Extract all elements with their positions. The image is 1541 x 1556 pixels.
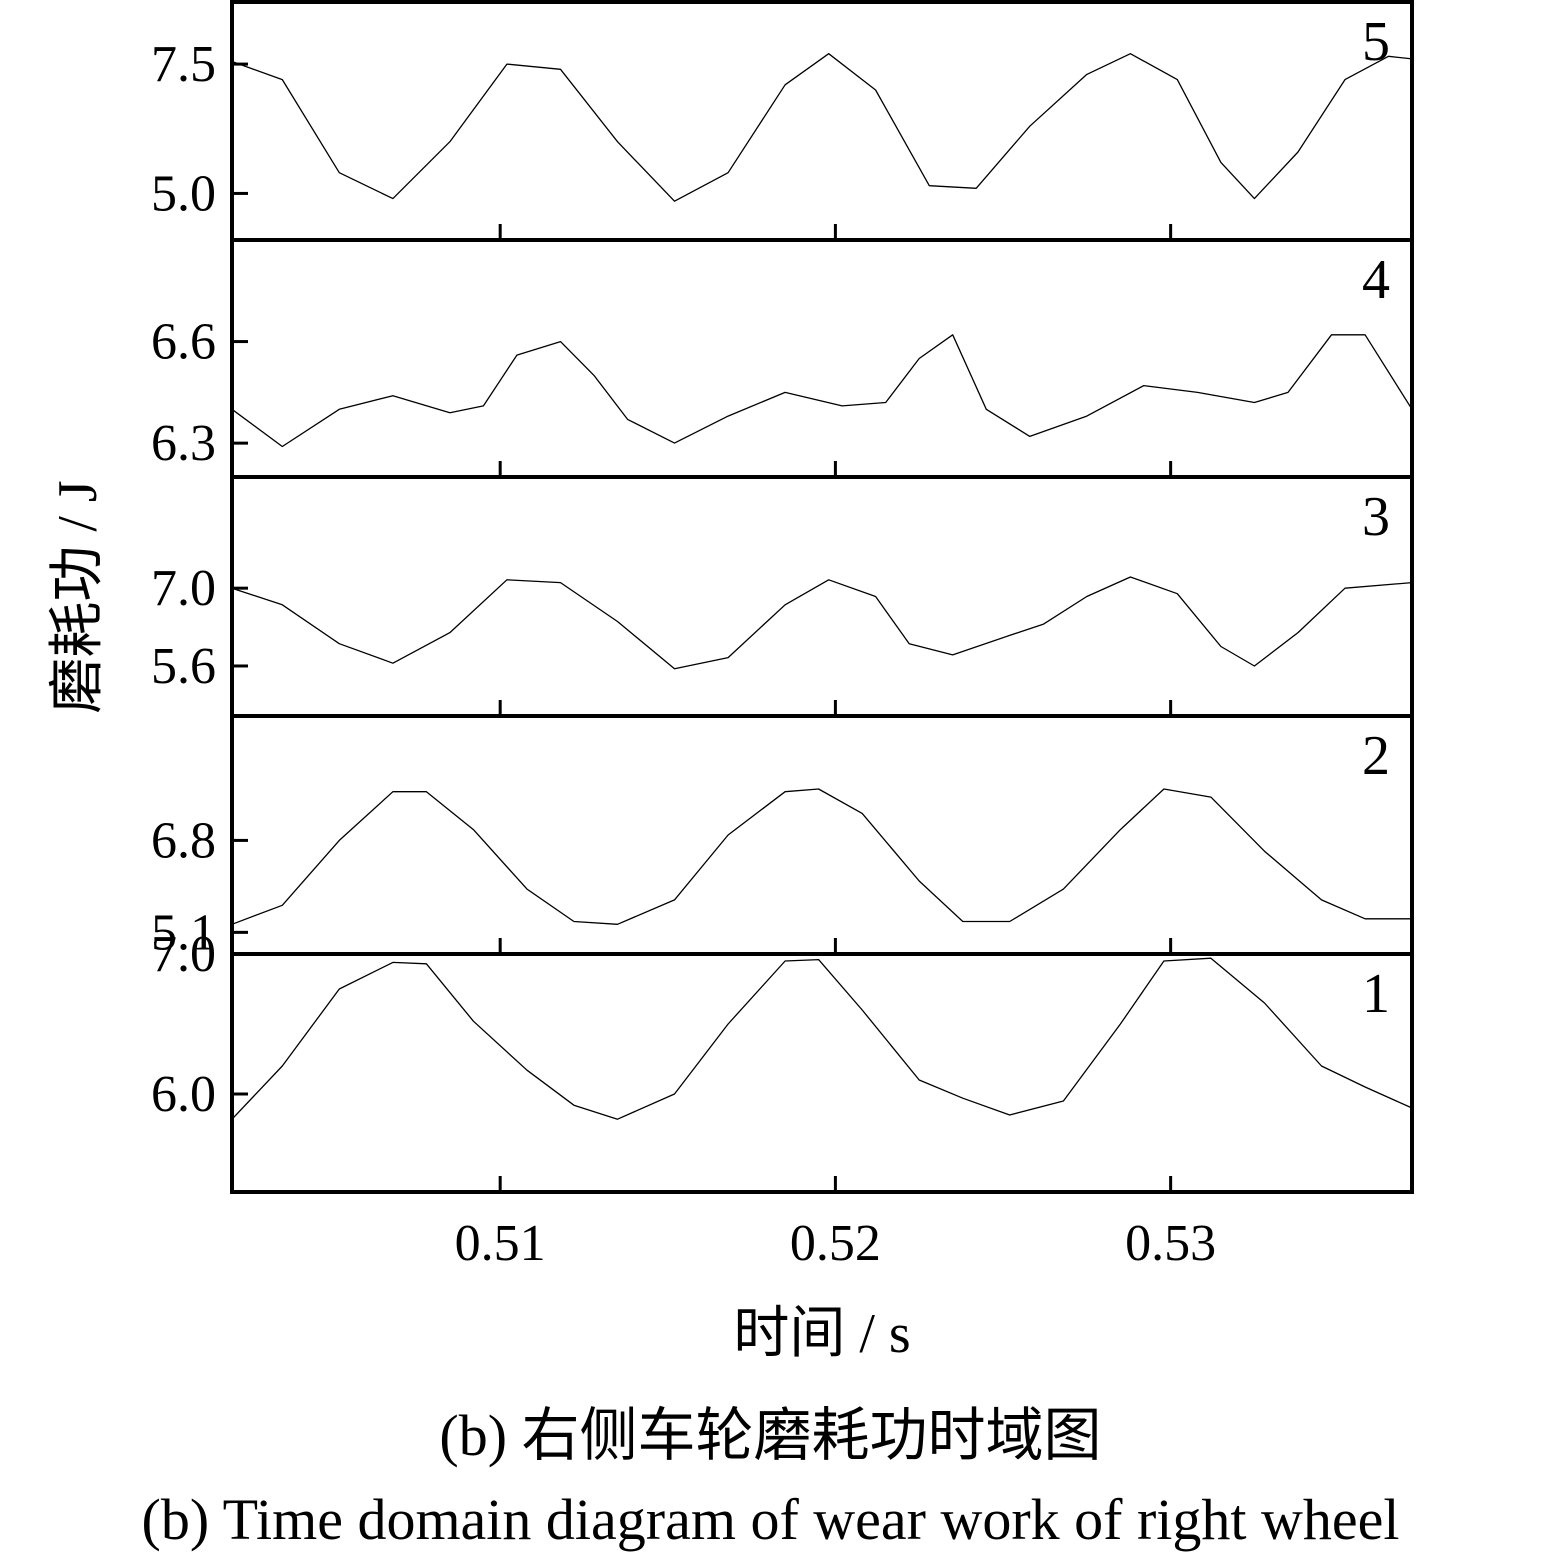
x-tick-label: 0.53 xyxy=(1125,1215,1216,1272)
series-line-panel-5 xyxy=(231,53,1413,202)
series-line-panel-4 xyxy=(231,334,1413,448)
y-tick-label: 5.0 xyxy=(151,165,216,222)
panel-frame-4 xyxy=(230,238,1414,479)
panel-frame-5 xyxy=(230,0,1414,242)
panel-label: 5 xyxy=(1362,11,1390,73)
panel-label: 2 xyxy=(1362,725,1390,787)
y-tick-label: 7.0 xyxy=(151,926,216,983)
series-line-panel-3 xyxy=(231,576,1413,670)
x-tick-label: 0.52 xyxy=(790,1215,881,1272)
y-tick-label: 6.8 xyxy=(151,812,216,869)
panel-label: 4 xyxy=(1362,249,1390,311)
y-tick-label: 5.6 xyxy=(151,638,216,695)
y-tick-label: 6.0 xyxy=(151,1066,216,1123)
y-tick-label: 7.5 xyxy=(151,36,216,93)
series-line-panel-1 xyxy=(231,957,1413,1120)
y-axis-label: 磨耗功 / J xyxy=(47,480,109,713)
y-tick-label: 5.1 xyxy=(151,904,216,961)
panel-label: 3 xyxy=(1362,486,1390,548)
y-tick-label: 6.6 xyxy=(151,314,216,371)
figure-caption-chinese: (b) 右侧车轮磨耗功时域图 xyxy=(439,1403,1102,1468)
y-tick-label: 7.0 xyxy=(151,560,216,617)
stacked-line-chart: 5.0 7.5 5 6.3 6.6 4 5.6 7.0 3 5.1 6.8 2 6.0 7.0 1 0.51 0… xyxy=(47,0,1414,1365)
panel-frame-2 xyxy=(230,714,1414,956)
figure-caption-english: (b) Time domain diagram of wear work of … xyxy=(141,1487,1400,1552)
panel-label: 1 xyxy=(1362,963,1390,1025)
x-tick-label: 0.51 xyxy=(455,1215,546,1272)
x-axis-label: 时间 / s xyxy=(733,1303,910,1365)
y-tick-label: 6.3 xyxy=(151,415,216,472)
panel-frame-1 xyxy=(230,952,1414,1194)
panel-frame-3 xyxy=(230,475,1414,718)
series-line-panel-2 xyxy=(231,788,1412,925)
